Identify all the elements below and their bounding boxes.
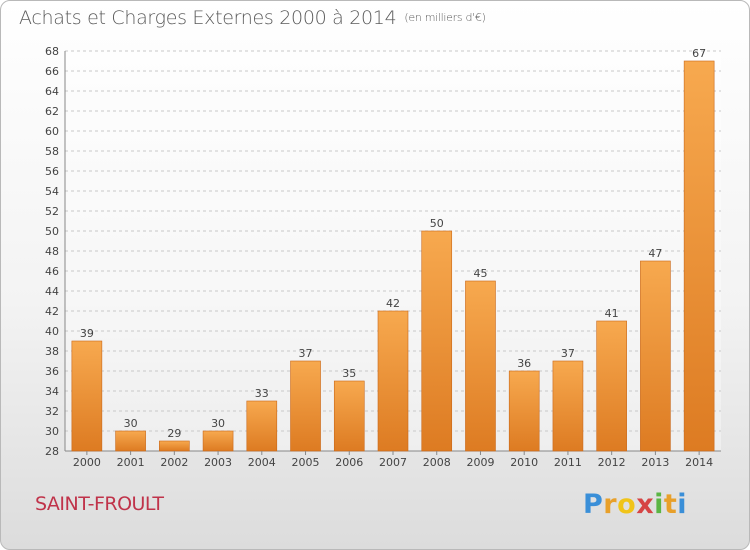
bar-value-label: 47	[648, 247, 662, 260]
bar-value-label: 67	[692, 47, 706, 60]
y-tick-label: 42	[45, 305, 59, 318]
bar-value-label: 30	[124, 417, 138, 430]
bar	[640, 260, 671, 452]
bar	[246, 400, 278, 452]
x-tick-label: 2006	[335, 456, 363, 469]
bar-value-label: 50	[430, 217, 444, 230]
y-tick-label: 30	[45, 425, 59, 438]
x-tick-label: 2003	[204, 456, 232, 469]
bar-value-label: 30	[211, 417, 225, 430]
y-tick-label: 56	[45, 165, 59, 178]
x-tick-label: 2008	[423, 456, 451, 469]
x-tick-label: 2005	[292, 456, 320, 469]
bar	[465, 280, 496, 452]
chart-title-text: Achats et Charges Externes 2000 à 2014	[19, 7, 397, 29]
bar-value-label: 29	[167, 427, 181, 440]
x-tick-label: 2004	[248, 456, 276, 469]
y-tick-label: 62	[45, 105, 59, 118]
y-tick-label: 58	[45, 145, 59, 158]
bar	[596, 320, 627, 452]
bar-value-label: 33	[255, 387, 269, 400]
y-tick-label: 36	[45, 365, 59, 378]
x-tick-label: 2011	[554, 456, 582, 469]
bar-value-label: 39	[80, 327, 94, 340]
x-tick-label: 2012	[598, 456, 626, 469]
bar	[159, 440, 190, 452]
y-tick-label: 50	[45, 225, 59, 238]
x-tick-label: 2009	[466, 456, 494, 469]
x-tick-label: 2001	[117, 456, 145, 469]
bar-value-label: 41	[605, 307, 619, 320]
logo-letter: r	[603, 489, 618, 520]
logo-letter: t	[663, 489, 678, 520]
bar	[333, 380, 365, 452]
bar-value-label: 37	[561, 347, 575, 360]
bar	[115, 430, 146, 452]
bar-value-label: 36	[517, 357, 531, 370]
y-tick-label: 44	[45, 285, 59, 298]
bar-value-label: 37	[299, 347, 313, 360]
logo-letter: P	[583, 489, 604, 520]
bar	[683, 60, 715, 452]
y-tick-label: 66	[45, 65, 59, 78]
logo-letter: x	[636, 489, 655, 520]
y-tick-label: 64	[45, 85, 59, 98]
bar	[202, 430, 234, 452]
x-tick-label: 2007	[379, 456, 407, 469]
bar	[290, 360, 321, 452]
logo-letter: i	[654, 489, 664, 520]
bar	[552, 360, 584, 452]
bar-value-label: 35	[342, 367, 356, 380]
bar	[421, 230, 453, 452]
y-tick-label: 52	[45, 205, 59, 218]
y-tick-label: 40	[45, 325, 59, 338]
bar	[377, 310, 409, 452]
x-tick-label: 2000	[73, 456, 101, 469]
x-tick-label: 2013	[641, 456, 669, 469]
y-tick-label: 38	[45, 345, 59, 358]
x-tick-label: 2002	[160, 456, 188, 469]
y-tick-label: 34	[45, 385, 59, 398]
commune-name: SAINT-FROULT	[35, 493, 164, 515]
y-tick-label: 46	[45, 265, 59, 278]
x-tick-label: 2014	[685, 456, 713, 469]
bar-value-label: 42	[386, 297, 400, 310]
x-tick-label: 2010	[510, 456, 538, 469]
chart-subtitle: (en milliers d'€)	[404, 11, 486, 24]
y-tick-label: 68	[45, 45, 59, 58]
y-tick-label: 32	[45, 405, 59, 418]
bar	[508, 370, 540, 452]
y-tick-label: 48	[45, 245, 59, 258]
y-tick-label: 54	[45, 185, 59, 198]
bar	[71, 340, 103, 452]
bar-value-label: 45	[473, 267, 487, 280]
y-tick-label: 60	[45, 125, 59, 138]
logo-letter: i	[677, 489, 688, 520]
proxiti-logo: Proxiti	[583, 489, 687, 520]
logo-letter: o	[617, 489, 637, 520]
y-tick-label: 28	[45, 445, 59, 458]
chart-title: Achats et Charges Externes 2000 à 2014 (e…	[19, 7, 486, 29]
